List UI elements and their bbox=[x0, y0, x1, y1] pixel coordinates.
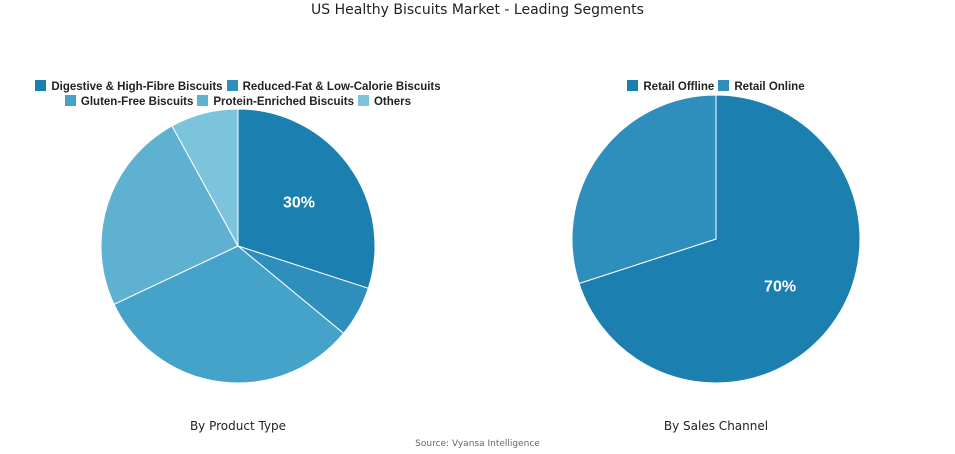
legend-label: Protein-Enriched Biscuits bbox=[213, 96, 354, 108]
legend-item-digestive-high-fibre-biscuits: Digestive & High-Fibre Biscuits bbox=[35, 80, 223, 95]
pie-slice-retail-online bbox=[571, 94, 717, 285]
legend-swatch bbox=[64, 95, 76, 106]
legend-item-gluten-free-biscuits: Gluten-Free Biscuits bbox=[64, 95, 194, 110]
pie-data-label: 30% bbox=[283, 195, 315, 212]
pie-slice-gluten-free-biscuits bbox=[113, 245, 345, 384]
pie-sales-channel-label: By Sales Channel bbox=[663, 419, 769, 433]
pie-slice-protein-enriched-biscuits bbox=[100, 125, 239, 305]
legend-label: Others bbox=[373, 96, 412, 108]
legend-swatch bbox=[197, 95, 209, 106]
legend-label: Reduced-Fat & Low-Calorie Biscuits bbox=[242, 81, 441, 93]
legend-label: Retail Online bbox=[734, 81, 805, 93]
legend-item-others: Others bbox=[357, 95, 412, 110]
legend-label: Digestive & High-Fibre Biscuits bbox=[51, 81, 223, 93]
chart-title: US Healthy Biscuits Market - Leading Seg… bbox=[311, 2, 644, 18]
pie-data-label: 70% bbox=[764, 279, 796, 296]
legend-product-type: Digestive & High-Fibre Biscuits Reduced-F… bbox=[28, 80, 448, 110]
legend-item-protein-enriched-biscuits: Protein-Enriched Biscuits bbox=[197, 95, 354, 110]
pie-slice-digestive-high-fibre-biscuits bbox=[237, 108, 376, 289]
pie-slice-retail-offline bbox=[578, 94, 861, 384]
legend-label: Retail Offline bbox=[643, 81, 715, 93]
source-note: Source: Vyansa Intelligence bbox=[415, 439, 540, 449]
legend-swatch bbox=[226, 80, 238, 91]
legend-item-reduced-fat-low-calorie-biscuits: Reduced-Fat & Low-Calorie Biscuits bbox=[226, 80, 441, 95]
legend-label: Gluten-Free Biscuits bbox=[80, 96, 194, 108]
legend-item-retail-offline: Retail Offline bbox=[627, 80, 714, 95]
legend-item-retail-online: Retail Online bbox=[718, 80, 805, 95]
legend-swatch bbox=[718, 80, 730, 91]
legend-swatch bbox=[357, 95, 369, 106]
pie-slice-others bbox=[171, 108, 239, 247]
legend-swatch bbox=[627, 80, 639, 91]
legend-swatch bbox=[35, 80, 47, 91]
pie-product-type-label: By Product Type bbox=[189, 419, 287, 433]
legend-sales-channel: Retail Offline Retail Online bbox=[566, 80, 866, 95]
